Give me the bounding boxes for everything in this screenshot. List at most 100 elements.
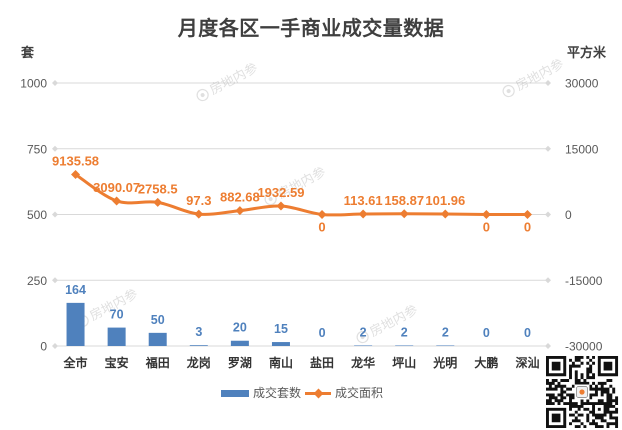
bar-value-label: 0 (319, 326, 326, 340)
gridline-end-marker (545, 277, 551, 284)
legend-line-swatch (305, 388, 332, 398)
bar-value-label: 50 (151, 313, 165, 327)
left-axis-tick-label: 0 (40, 340, 47, 354)
qr-logo-dot-icon (579, 389, 585, 395)
right-axis-unit-label: 平方米 (566, 45, 606, 60)
bar (66, 302, 85, 346)
gridline-end-marker (545, 145, 551, 152)
legend-item-area: 成交面积 (305, 385, 383, 401)
x-axis-category-label: 光明 (432, 355, 457, 370)
right-axis-tick-label: 15000 (565, 142, 599, 156)
line-value-label: 9135.58 (52, 153, 99, 168)
qr-code (546, 356, 619, 429)
watermark-logo-dot-icon (268, 197, 273, 202)
bar-value-label: 70 (110, 308, 124, 322)
bar-value-label: 164 (65, 283, 86, 297)
bar-value-label: 15 (274, 322, 288, 336)
line-point-marker (522, 210, 532, 219)
bar-value-label: 0 (483, 326, 490, 340)
left-axis-tick-labels: 0 250 500 750 1000 (20, 77, 47, 354)
watermark-logo-dot-icon (360, 335, 365, 340)
bar (395, 345, 414, 346)
legend-diamond-marker-icon (313, 388, 323, 398)
bar-series-units (66, 302, 455, 346)
x-axis-category-label: 全市 (63, 355, 88, 370)
bar-value-label: 3 (195, 325, 202, 339)
line-point-marker (358, 209, 368, 219)
line-value-label: 113.61 (344, 193, 383, 208)
right-axis-tick-label: -30000 (565, 340, 603, 354)
line-point-marker (194, 209, 204, 219)
x-axis-category-label: 罗湖 (228, 355, 252, 370)
line-point-marker (399, 209, 409, 219)
left-axis-tick-label: 500 (27, 208, 47, 222)
watermark-text: 房地内参 (367, 302, 420, 341)
bar-value-label: 0 (524, 326, 531, 340)
legend-label-area: 成交面积 (335, 386, 384, 400)
gridline-end-marker (52, 145, 58, 152)
gridline-end-marker (545, 343, 551, 349)
watermark: 房地内参 (356, 302, 420, 344)
watermark: 房地内参 (502, 56, 566, 98)
x-axis-category-label: 大鹏 (474, 355, 498, 370)
bar (354, 345, 373, 346)
bar-value-label: 2 (401, 325, 408, 339)
x-axis-category-label: 南山 (269, 355, 293, 370)
x-axis-category-label: 龙华 (351, 355, 375, 370)
bar (189, 345, 208, 346)
gridline-end-marker (52, 277, 58, 284)
left-axis-unit-label: 套 (21, 45, 35, 60)
watermark-text: 房地内参 (513, 56, 566, 95)
gridline-end-marker (545, 80, 551, 86)
x-axis-category-label: 深汕 (515, 355, 539, 370)
x-axis-category-label: 盐田 (310, 355, 334, 370)
line-value-label: 882.68 (220, 190, 260, 205)
x-axis-category-label: 福田 (145, 355, 170, 370)
line-point-marker (317, 210, 327, 219)
watermark-logo-icon (502, 84, 515, 98)
bar (436, 345, 455, 346)
gridline-end-marker (52, 211, 58, 218)
legend-label-units: 成交套数 (253, 386, 302, 400)
gridlines (52, 80, 551, 349)
right-axis-tick-label: 0 (565, 208, 572, 222)
x-axis-category-label: 坪山 (392, 355, 416, 370)
line-point-marker (153, 197, 163, 207)
x-axis-category-labels: 全市 宝安 福田 龙岗 罗湖 南山 盐田 龙华 坪山 光明 大鹏 深汕 (63, 355, 540, 370)
gridline-end-marker (52, 343, 58, 349)
legend: 成交套数 成交面积 (221, 385, 387, 401)
chart-title: 月度各区一手商业成交量数据 (177, 18, 445, 40)
gridline-end-marker (545, 211, 551, 218)
line-point-marker (235, 206, 245, 216)
x-axis-category-label: 龙岗 (187, 355, 211, 370)
right-axis-tick-label: -15000 (565, 274, 603, 288)
bar (148, 332, 167, 346)
line-value-label: 0 (483, 220, 490, 235)
line-value-label: 0 (318, 220, 325, 235)
bar (107, 327, 126, 346)
watermark-logo-icon (196, 88, 209, 102)
bar-value-label: 20 (233, 321, 247, 335)
line-point-marker (481, 210, 491, 219)
bar-value-label: 2 (442, 325, 449, 339)
line-value-label: 3090.07 (93, 180, 140, 195)
qr-modules (546, 356, 619, 429)
line-value-label: 158.87 (384, 193, 424, 208)
left-axis-tick-label: 750 (27, 142, 47, 156)
right-axis-tick-label: 30000 (565, 77, 599, 91)
left-axis-tick-label: 250 (27, 274, 47, 288)
watermark-text: 房地内参 (207, 60, 260, 99)
line-value-label: 101.96 (425, 193, 465, 208)
line-value-label: 1932.59 (257, 185, 304, 200)
left-axis-tick-label: 1000 (20, 77, 47, 91)
line-markers (71, 169, 532, 219)
watermark-logo-icon (356, 330, 369, 344)
line-value-label: 0 (524, 220, 531, 235)
right-axis-tick-labels: -30000 -15000 0 15000 30000 (565, 77, 603, 354)
legend-bar-swatch (221, 389, 249, 397)
watermark: 房地内参 (196, 60, 260, 102)
